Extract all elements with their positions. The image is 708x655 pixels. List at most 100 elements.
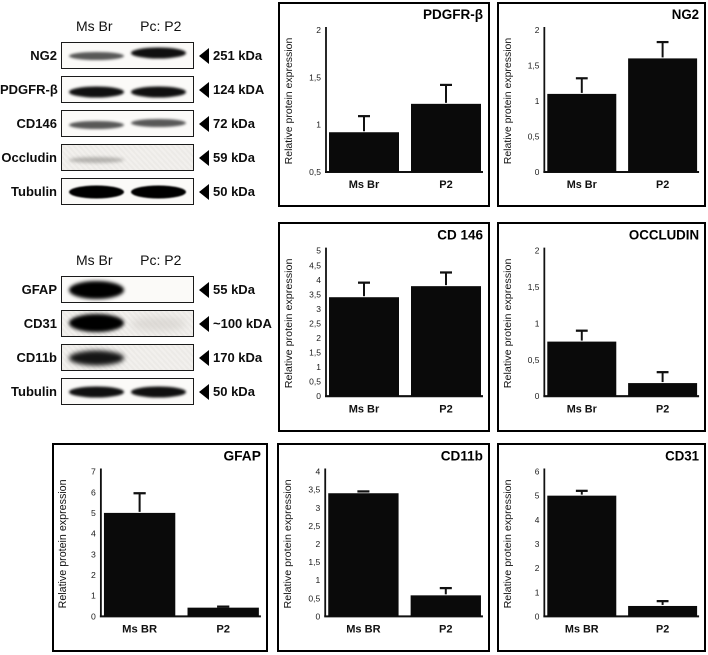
y-tick-label: 1,5 <box>309 72 321 82</box>
chart-cd11b: 0 0,5 1 1,5 2 2,5 3 3,5 4 Ms BR P2 CD11b Relative pr… <box>277 443 490 652</box>
blot-image <box>61 178 194 205</box>
blot-target-label: PDGFR-β <box>0 82 58 97</box>
molecular-weight-marker: 170 kDa <box>199 349 263 366</box>
y-tick-label: 2 <box>535 563 540 573</box>
brain-cell-marker-blots: Ms Br Pc: P2 GFAP 55 kDa CD31 ~100 kDA CD11b 17… <box>0 252 272 412</box>
chart-cd146: 0 0,5 1 1,5 2 2,5 3 3,5 4 4,5 5 Ms Br P2 CD 146 Relati… <box>278 222 490 432</box>
blot-image <box>61 42 194 69</box>
left-arrowhead-icon <box>199 383 209 400</box>
y-tick-label: 0,5 <box>528 355 540 365</box>
left-arrowhead-icon <box>199 149 209 166</box>
lane-header: Ms Br Pc: P2 <box>61 18 194 35</box>
molecular-weight-label: 251 kDa <box>213 48 263 63</box>
molecular-weight-marker: 59 kDa <box>199 149 255 166</box>
y-tick-label: 3 <box>91 549 96 559</box>
blot-image <box>61 344 194 371</box>
y-tick-label: 0,5 <box>309 167 321 177</box>
x-category-label: P2 <box>216 624 230 636</box>
protein-band <box>68 280 124 299</box>
chart-title: CD31 <box>665 448 699 463</box>
y-tick-label: 1 <box>535 587 540 597</box>
molecular-weight-label: 170 kDa <box>213 350 263 365</box>
chart-canvas: 0 1 2 3 4 5 6 7 Ms BR P2 GFAP Relative protein expr… <box>57 448 261 636</box>
y-tick-label: 3 <box>535 539 540 549</box>
blot-row: Tubulin 50 kDa <box>0 378 272 405</box>
protein-band <box>68 350 124 365</box>
chart-title: NG2 <box>672 7 699 22</box>
protein-band <box>131 86 187 97</box>
blot-row: PDGFR-β 124 kDA <box>0 76 272 103</box>
y-tick-label: 5 <box>316 246 321 256</box>
y-tick-label: 0 <box>535 611 540 621</box>
bar-p2 <box>411 286 481 397</box>
x-category-label: P2 <box>439 179 452 191</box>
y-tick-label: 0 <box>91 611 96 621</box>
molecular-weight-label: 50 kDa <box>213 184 255 199</box>
chart-canvas: 0 1 2 3 4 5 6 Ms BR P2 CD31 Relative protein expre… <box>502 448 700 636</box>
y-tick-label: 2 <box>315 539 320 549</box>
blot-image <box>61 378 194 405</box>
y-tick-label: 0,5 <box>309 377 321 387</box>
bar-p2 <box>628 383 698 397</box>
x-category-label: Ms BR <box>565 624 599 636</box>
left-arrowhead-icon <box>199 183 209 200</box>
y-tick-label: 4 <box>315 467 320 477</box>
y-tick-label: 1 <box>316 362 321 372</box>
molecular-weight-marker: 50 kDa <box>199 383 255 400</box>
chart-canvas: 0 0,5 1 1,5 2 2,5 3 3,5 4 Ms BR P2 CD11b Relative pr… <box>282 448 483 636</box>
lane-label: Pc: P2 <box>140 18 182 34</box>
blot-target-label: Tubulin <box>11 184 57 199</box>
molecular-weight-marker: 55 kDa <box>199 281 255 298</box>
blot-target-label: NG2 <box>30 48 57 63</box>
y-tick-label: 0,5 <box>528 131 540 141</box>
chart-title: CD 146 <box>437 227 483 242</box>
bar-ms-br <box>547 341 617 397</box>
left-arrowhead-icon <box>199 349 209 366</box>
chart-canvas: 0 0,5 1 1,5 2 Ms Br P2 NG2 Relative protein expr… <box>503 7 699 191</box>
lane-label: Pc: P2 <box>140 252 182 268</box>
x-category-label: P2 <box>656 403 669 415</box>
y-tick-label: 5 <box>91 508 96 518</box>
y-tick-label: 2,5 <box>309 318 321 328</box>
x-category-label: Ms Br <box>349 179 380 191</box>
y-axis-title: Relative protein expression <box>57 479 69 608</box>
y-tick-label: 1 <box>535 318 540 328</box>
lane-label: Ms Br <box>75 18 113 34</box>
bar-p2 <box>411 103 481 172</box>
x-category-label: P2 <box>439 624 453 636</box>
molecular-weight-marker: ~100 kDA <box>199 315 272 332</box>
y-tick-label: 2 <box>91 570 96 580</box>
y-tick-label: 7 <box>91 467 96 477</box>
y-tick-label: 2 <box>535 25 540 35</box>
bar-ms-br <box>547 93 617 172</box>
y-axis-title: Relative protein expression <box>502 479 514 608</box>
x-category-label: Ms BR <box>346 624 380 636</box>
protein-band <box>131 386 187 397</box>
bar-ms-br <box>547 495 617 617</box>
y-tick-label: 2,5 <box>308 521 320 531</box>
bar-p2 <box>187 607 259 617</box>
blot-row: CD146 72 kDa <box>0 110 272 137</box>
blot-row: Tubulin 50 kDa <box>0 178 272 205</box>
bar-p2 <box>628 58 698 172</box>
molecular-weight-marker: 124 kDA <box>199 81 265 98</box>
protein-band <box>68 185 124 198</box>
blot-image <box>61 276 194 303</box>
protein-band <box>68 86 124 97</box>
y-tick-label: 1,5 <box>528 60 540 70</box>
chart-canvas: 0 0,5 1 1,5 2 Ms Br P2 OCCLUDIN Relative protein… <box>502 227 699 415</box>
protein-band <box>68 51 124 60</box>
y-tick-label: 2 <box>535 246 540 256</box>
pericyte-marker-blots: Ms Br Pc: P2 NG2 251 kDa PDGFR-β 124 kDA CD146… <box>0 18 272 212</box>
y-tick-label: 3,5 <box>308 485 320 495</box>
molecular-weight-label: 124 kDA <box>213 82 265 97</box>
molecular-weight-label: ~100 kDA <box>213 316 272 331</box>
y-axis-title: Relative protein expression <box>283 258 295 388</box>
blot-row: CD11b 170 kDa <box>0 344 272 371</box>
y-tick-label: 1,5 <box>528 282 540 292</box>
molecular-weight-marker: 251 kDa <box>199 47 263 64</box>
y-tick-label: 0,5 <box>308 593 320 603</box>
y-tick-label: 1 <box>535 96 540 106</box>
lane-label: Ms Br <box>75 252 113 268</box>
blot-row: NG2 251 kDa <box>0 42 272 69</box>
